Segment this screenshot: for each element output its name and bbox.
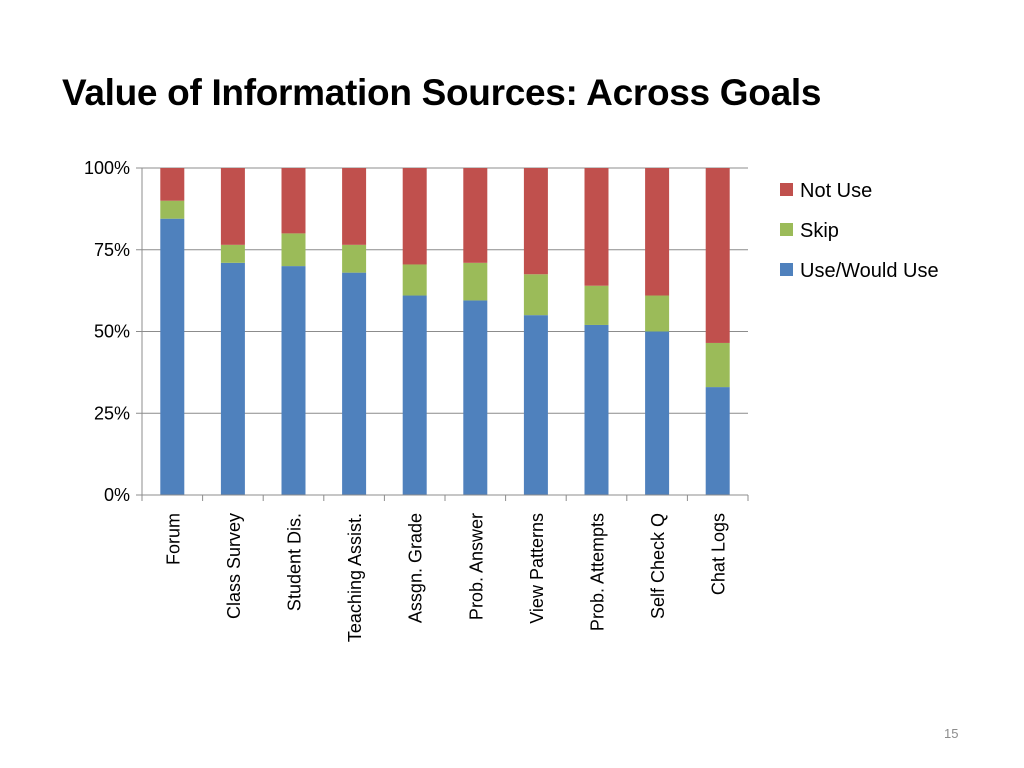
legend-label: Use/Would Use: [800, 260, 939, 282]
y-tick-label: 50%: [94, 322, 130, 342]
bar-use-would-use-3: [342, 272, 367, 495]
x-tick-label: Prob. Attempts: [588, 513, 608, 631]
bar-skip-3: [342, 244, 367, 273]
x-tick-label: Prob. Answer: [466, 513, 486, 620]
bar-skip-7: [584, 285, 609, 325]
bar-not-use-7: [584, 168, 609, 286]
page-number: 15: [944, 726, 959, 741]
bar-not-use-1: [220, 168, 245, 245]
bar-not-use-6: [523, 168, 548, 275]
bar-skip-0: [160, 200, 185, 219]
legend-swatch: [780, 223, 793, 236]
bar-use-would-use-1: [220, 262, 245, 495]
bar-use-would-use-9: [705, 387, 730, 495]
axes: [136, 167, 749, 501]
bar-use-would-use-8: [645, 331, 670, 495]
bar-not-use-2: [281, 168, 306, 234]
legend-swatch: [780, 183, 793, 196]
x-tick-labels: Forum Class Survey Student Dis. Teaching As…: [163, 513, 728, 642]
y-tick-label: 25%: [94, 403, 130, 423]
stacked-bar-chart: 0% 25% 50% 75% 100% Forum Class Survey Student…: [84, 158, 939, 642]
x-tick-label: Forum: [163, 513, 183, 565]
bar-not-use-4: [402, 168, 427, 265]
legend-swatch: [780, 263, 793, 276]
bar-skip-9: [705, 342, 730, 388]
bar-use-would-use-7: [584, 324, 609, 495]
legend-label: Not Use: [800, 180, 872, 202]
bar-not-use-5: [463, 168, 488, 263]
bar-not-use-3: [342, 168, 367, 245]
bar-skip-6: [523, 274, 548, 316]
x-tick-label: Chat Logs: [709, 513, 729, 595]
x-tick-label: Teaching Assist.: [345, 513, 365, 642]
x-tick-label: Class Survey: [224, 513, 244, 619]
bar-skip-2: [281, 233, 306, 267]
x-tick-label: Self Check Q: [648, 513, 668, 619]
x-tick-label: Student Dis.: [285, 513, 305, 611]
legend-label: Skip: [800, 220, 839, 242]
bar-skip-4: [402, 264, 427, 296]
slide-title: Value of Information Sources: Across Goa…: [62, 72, 822, 113]
bar-skip-1: [220, 244, 245, 263]
bar-not-use-8: [645, 168, 670, 296]
x-tick-label: View Patterns: [527, 513, 547, 624]
x-tick-label: Assgn. Grade: [406, 513, 426, 623]
bar-use-would-use-4: [402, 295, 427, 495]
y-tick-label: 0%: [104, 485, 130, 505]
y-tick-labels: 0% 25% 50% 75% 100%: [84, 158, 130, 505]
bars: [160, 168, 730, 495]
bar-use-would-use-6: [523, 315, 548, 495]
bar-use-would-use-5: [463, 300, 488, 495]
bar-not-use-9: [705, 168, 730, 343]
bar-use-would-use-0: [160, 218, 185, 495]
bar-use-would-use-2: [281, 266, 306, 495]
y-tick-label: 100%: [84, 158, 130, 178]
bar-skip-5: [463, 262, 488, 301]
bar-skip-8: [645, 295, 670, 332]
y-tick-label: 75%: [94, 240, 130, 260]
legend: Not Use Skip Use/Would Use: [780, 180, 939, 282]
bar-not-use-0: [160, 168, 185, 201]
